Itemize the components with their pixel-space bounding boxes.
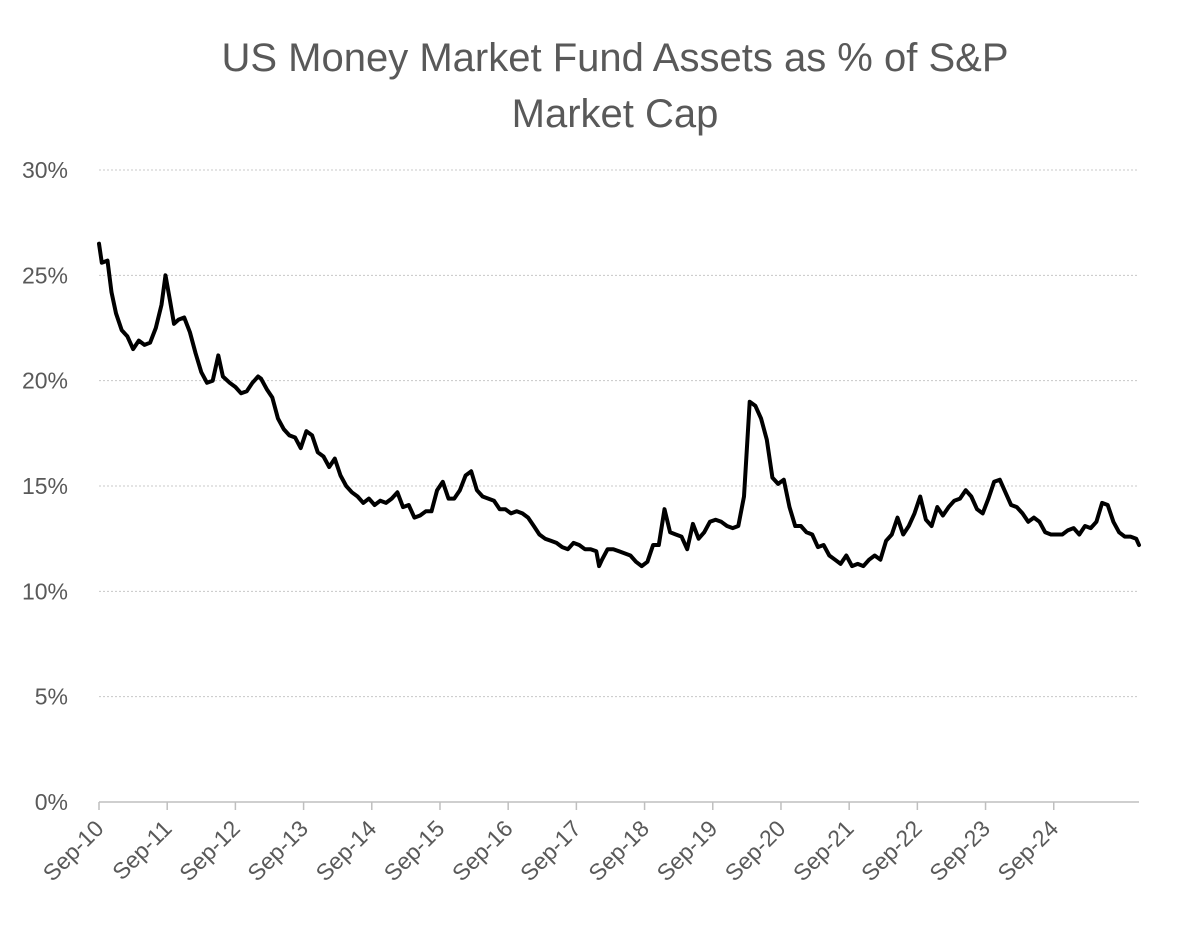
x-tick-label: Sep-19 bbox=[651, 815, 722, 886]
y-tick-label: 25% bbox=[22, 262, 68, 288]
x-tick-label: Sep-24 bbox=[992, 815, 1063, 886]
y-tick-label: 5% bbox=[35, 684, 68, 710]
x-tick-label: Sep-21 bbox=[788, 815, 859, 886]
x-tick-label: Sep-16 bbox=[447, 815, 518, 886]
y-tick-label: 30% bbox=[22, 157, 68, 183]
x-tick-label: Sep-23 bbox=[924, 815, 995, 886]
x-tick-label: Sep-22 bbox=[856, 815, 927, 886]
x-tick-label: Sep-12 bbox=[174, 815, 245, 886]
chart-title: US Money Market Fund Assets as % of S&P … bbox=[0, 30, 1190, 142]
y-tick-label: 15% bbox=[22, 473, 68, 499]
gridlines bbox=[99, 169, 1139, 698]
x-tick-label: Sep-10 bbox=[38, 815, 109, 886]
x-tick-label: Sep-11 bbox=[107, 815, 177, 885]
y-axis-tick-labels: 0% 5% 10% 15% 20% 25% 30% bbox=[22, 157, 68, 815]
chart-title-line-2: Market Cap bbox=[511, 92, 719, 136]
x-tick-label: Sep-14 bbox=[310, 815, 381, 886]
x-axis bbox=[98, 801, 1139, 810]
y-tick-label: 10% bbox=[22, 578, 68, 604]
series-line bbox=[97, 241, 1141, 569]
series-group bbox=[97, 241, 1141, 569]
y-tick-label: 0% bbox=[35, 789, 68, 815]
x-axis-tick-labels: Sep-10Sep-11Sep-12Sep-13Sep-14Sep-15Sep-… bbox=[38, 815, 1064, 886]
y-tick-label: 20% bbox=[22, 368, 68, 394]
chart-title-line-1: US Money Market Fund Assets as % of S&P bbox=[221, 36, 1009, 80]
x-tick-label: Sep-18 bbox=[583, 815, 654, 886]
x-tick-label: Sep-20 bbox=[720, 815, 791, 886]
x-tick-label: Sep-17 bbox=[515, 815, 586, 886]
x-tick-label: Sep-15 bbox=[379, 815, 450, 886]
x-tick-label: Sep-13 bbox=[242, 815, 313, 886]
